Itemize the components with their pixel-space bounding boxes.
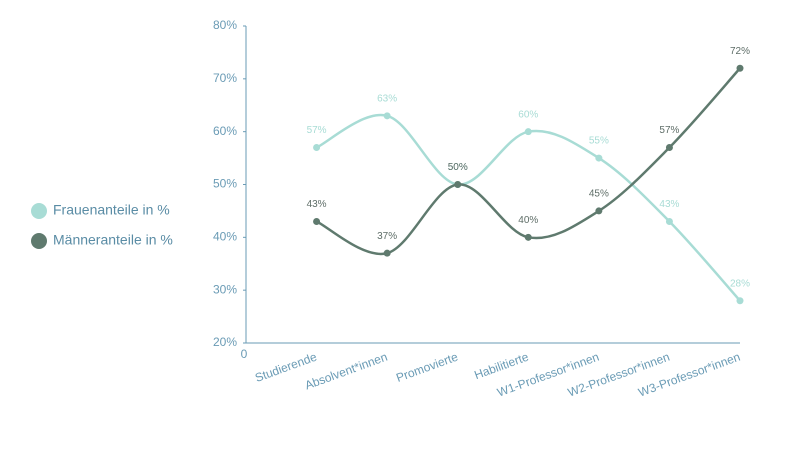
x-tick-label: Promovierte — [394, 350, 460, 385]
y-tick-label: 80% — [213, 18, 237, 32]
data-label: 57% — [659, 125, 679, 136]
y-tick-label: 70% — [213, 71, 237, 85]
x-origin-label: 0 — [241, 347, 248, 361]
data-label: 57% — [307, 125, 327, 136]
point — [383, 112, 391, 120]
point — [313, 144, 321, 152]
data-label: 43% — [307, 199, 327, 210]
point — [524, 233, 532, 241]
legend-marker — [31, 203, 47, 219]
point — [736, 297, 744, 305]
data-label: 50% — [448, 162, 468, 173]
data-label: 37% — [377, 231, 397, 242]
y-tick-label: 40% — [213, 230, 237, 244]
point — [454, 181, 462, 188]
data-label: 45% — [589, 189, 609, 200]
y-tick-label: 50% — [213, 177, 237, 191]
data-label: 40% — [518, 215, 538, 226]
y-tick-label: 60% — [213, 124, 237, 138]
point — [665, 217, 673, 225]
y-tick-label: 20% — [213, 335, 237, 349]
point — [665, 144, 673, 152]
legend-label: Männeranteile in % — [53, 232, 173, 248]
point — [524, 128, 532, 136]
data-label: 72% — [730, 46, 750, 57]
point — [595, 207, 603, 215]
point — [383, 249, 391, 257]
data-label: 55% — [589, 136, 609, 147]
legend-label: Frauenanteile in % — [53, 202, 170, 218]
point — [736, 64, 744, 72]
point — [595, 154, 603, 162]
data-label: 50% — [448, 162, 468, 173]
data-label: 43% — [659, 199, 679, 210]
data-label: 28% — [730, 278, 750, 289]
y-tick-label: 30% — [213, 282, 237, 296]
data-label: 60% — [518, 109, 538, 120]
legend-marker — [31, 233, 47, 249]
data-label: 63% — [377, 93, 397, 104]
point — [313, 217, 321, 225]
